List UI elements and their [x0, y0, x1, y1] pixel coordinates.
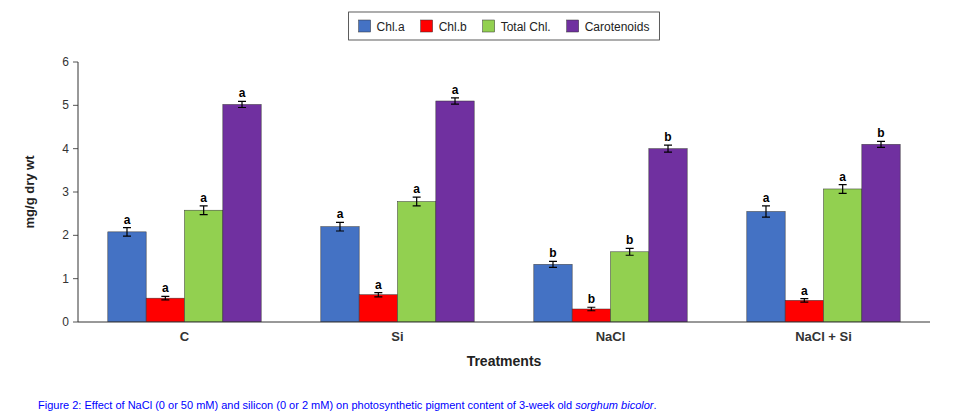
- error-bar: [238, 101, 246, 107]
- legend-label: Chl.b: [439, 20, 467, 34]
- significance-letter: a: [839, 170, 846, 184]
- legend-label: Chl.a: [377, 20, 405, 34]
- bar: [359, 295, 397, 322]
- x-axis-title: Treatments: [467, 353, 542, 369]
- significance-letter: a: [801, 284, 808, 298]
- caption-part: sorghum bicolor: [575, 399, 655, 411]
- error-bar: [800, 299, 808, 302]
- error-bar: [839, 185, 847, 194]
- significance-letter: a: [763, 191, 770, 205]
- x-tick-label: NaCl + Si: [795, 329, 852, 344]
- bar: [649, 149, 687, 322]
- bar: [108, 232, 146, 322]
- chart: 0 1 2 3 4 5 6 a a b a a a b a a a b a a a b b C Si NaCl NaCl + Si T…: [0, 0, 953, 419]
- significance-letter: a: [124, 213, 131, 227]
- error-bar: [626, 248, 634, 255]
- bar: [436, 101, 474, 322]
- legend-swatch: [567, 20, 579, 32]
- y-tick: [73, 278, 78, 279]
- bar: [146, 298, 184, 322]
- y-tick-label: 5: [62, 98, 69, 112]
- legend-swatch: [421, 20, 433, 32]
- error-bar: [451, 98, 459, 104]
- y-tick: [73, 62, 78, 63]
- significance-letter: a: [337, 207, 344, 221]
- significance-letter: a: [413, 182, 420, 196]
- significance-letter: b: [664, 130, 671, 144]
- caption: Figure 2: Effect of NaCl (0 or 50 mM) an…: [38, 399, 657, 411]
- bar: [185, 210, 223, 322]
- y-tick-label: 2: [62, 228, 69, 242]
- y-tick: [73, 192, 78, 193]
- bar: [398, 202, 436, 322]
- y-tick: [73, 148, 78, 149]
- significance-letter: a: [452, 83, 459, 97]
- caption-part: .: [653, 399, 656, 411]
- y-tick: [73, 235, 78, 236]
- legend: Chl.a Chl.b Total Chl. Carotenoids: [349, 12, 660, 40]
- error-bar: [123, 228, 131, 237]
- y-tick-label: 3: [62, 185, 69, 199]
- error-bar: [877, 141, 885, 147]
- y-tick: [73, 322, 78, 323]
- y-axis-title: mg/g dry wt: [22, 155, 37, 229]
- error-bar: [549, 261, 557, 267]
- bar: [747, 212, 785, 323]
- error-bar: [413, 197, 421, 206]
- bar: [223, 104, 261, 322]
- significance-letter: b: [877, 126, 884, 140]
- error-bar: [664, 145, 672, 152]
- error-bar: [161, 296, 169, 299]
- significance-letter: a: [162, 281, 169, 295]
- y-tick-label: 4: [62, 142, 69, 156]
- caption-part: Figure 2: Effect of NaCl (0 or 50 mM) an…: [38, 399, 575, 411]
- legend-label: Carotenoids: [585, 20, 650, 34]
- bar: [611, 252, 649, 322]
- error-bar: [587, 307, 595, 310]
- error-bar: [762, 206, 770, 217]
- legend-label: Total Chl.: [501, 20, 551, 34]
- significance-letter: b: [549, 246, 556, 260]
- x-tick-label: Si: [391, 329, 403, 344]
- significance-letter: a: [200, 191, 207, 205]
- x-tick-label: C: [180, 329, 190, 344]
- error-bar: [336, 222, 344, 231]
- y-tick-label: 0: [62, 315, 69, 329]
- y-tick: [73, 105, 78, 106]
- legend-frame: [349, 12, 660, 40]
- bar: [534, 264, 572, 322]
- x-axis-line: [78, 322, 930, 323]
- significance-letter: b: [588, 292, 595, 306]
- error-bar: [374, 293, 382, 297]
- significance-letter: a: [239, 86, 246, 100]
- y-axis-line: [78, 62, 79, 322]
- legend-swatch: [483, 20, 495, 32]
- bar: [321, 227, 359, 322]
- legend-swatch: [359, 20, 371, 32]
- y-tick-label: 6: [62, 55, 69, 69]
- bar: [824, 189, 862, 322]
- error-bar: [200, 206, 208, 215]
- y-tick-label: 1: [62, 272, 69, 286]
- significance-letter: a: [375, 278, 382, 292]
- marks: [108, 98, 900, 322]
- significance-letter: b: [626, 233, 633, 247]
- bar: [785, 300, 823, 322]
- x-tick-label: NaCl: [596, 329, 626, 344]
- bar: [862, 144, 900, 322]
